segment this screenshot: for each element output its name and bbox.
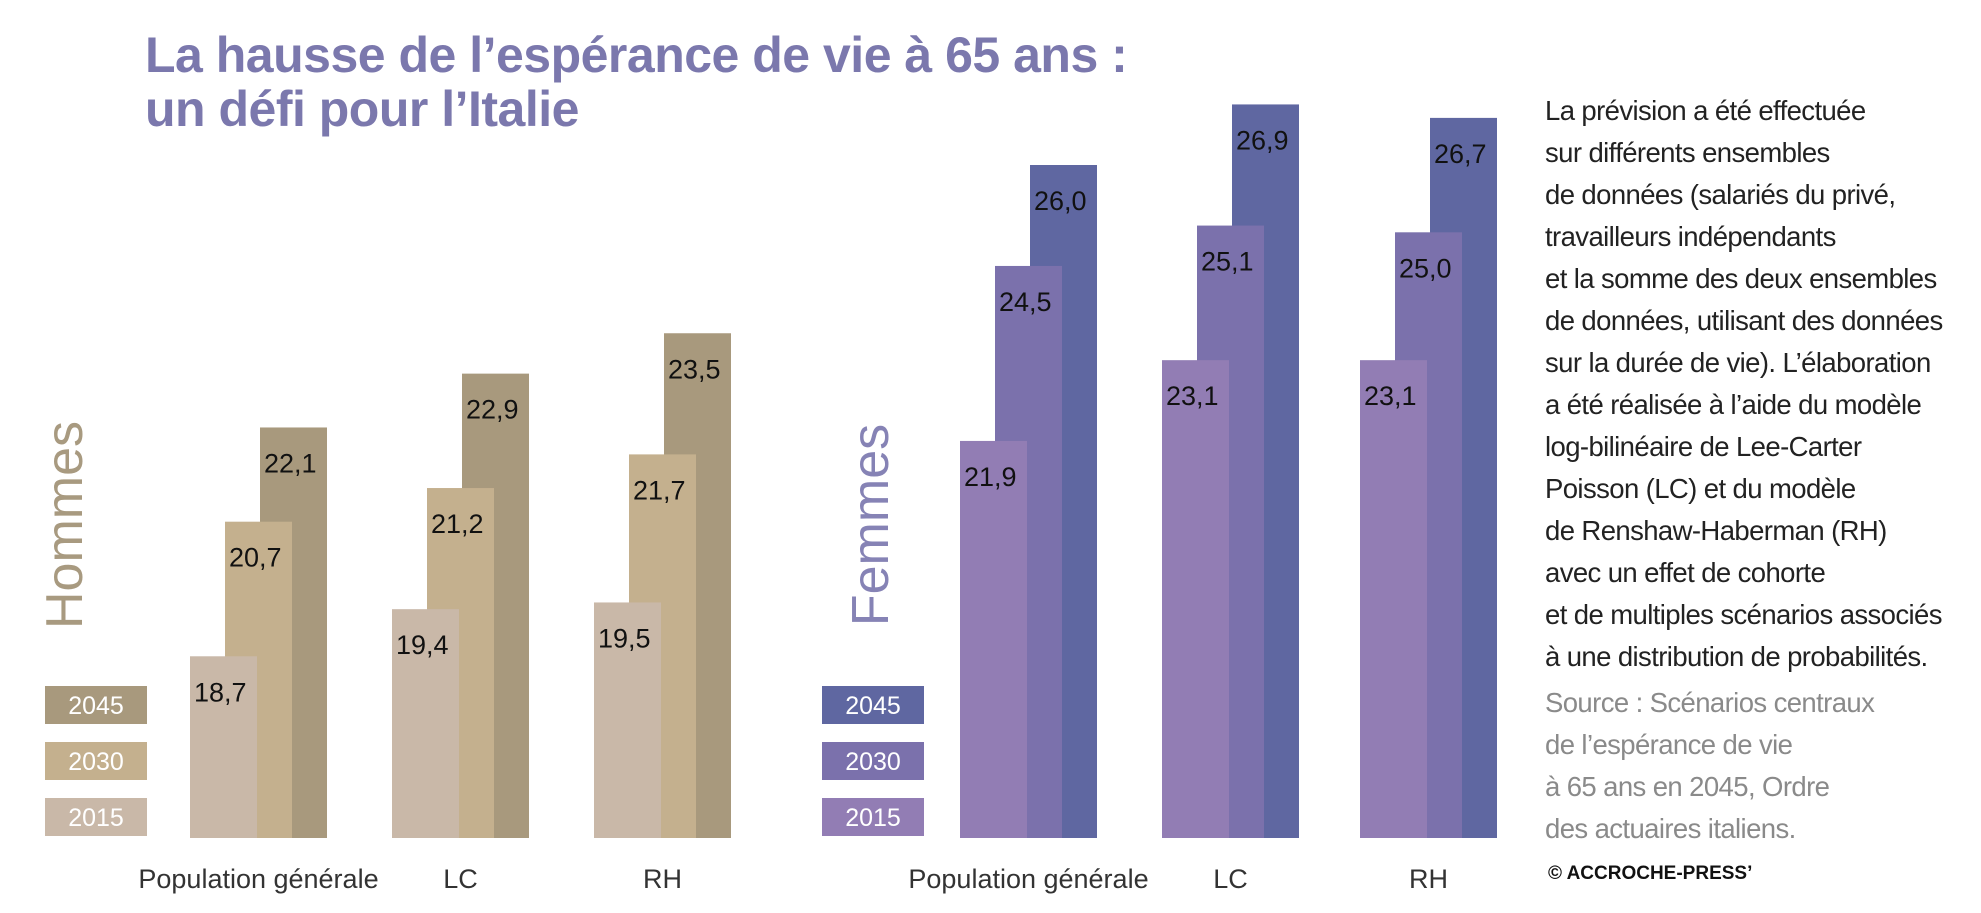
femmes-group-label: Femmes (842, 424, 900, 626)
methodology-note-line: à une distribution de probabilités. (1545, 641, 1928, 672)
chart-title-line-1: La hausse de l’espérance de vie à 65 ans… (145, 27, 1128, 83)
femmes-value-label: 26,7 (1434, 139, 1487, 169)
source-note-line: à 65 ans en 2045, Ordre (1545, 771, 1830, 802)
methodology-note-line: de Renshaw-Haberman (RH) (1545, 515, 1887, 546)
hommes-legend-label-2030: 2030 (68, 748, 124, 776)
hommes-value-label: 22,1 (264, 448, 317, 478)
femmes-category-label: Population générale (908, 864, 1148, 894)
hommes-value-label: 19,5 (598, 623, 651, 653)
femmes-value-label: 21,9 (964, 462, 1017, 492)
femmes-bar-2015 (1360, 360, 1427, 838)
source-note-line: Source : Scénarios centraux (1545, 687, 1875, 718)
femmes-value-label: 25,0 (1399, 253, 1452, 283)
chart-title-line-2: un défi pour l’Italie (145, 81, 579, 137)
femmes-value-label: 26,9 (1236, 125, 1289, 155)
hommes-bar-2015 (392, 609, 459, 838)
source-note: Source : Scénarios centraux de l’espéranc… (1545, 682, 1975, 850)
femmes-value-label: 25,1 (1201, 247, 1254, 277)
hommes-value-label: 22,9 (466, 395, 519, 425)
hommes-bar-2015 (190, 656, 257, 838)
methodology-note-line: sur la durée de vie). L’élaboration (1545, 347, 1931, 378)
methodology-note-line: travailleurs indépendants (1545, 221, 1836, 252)
methodology-note-line: log-bilinéaire de Lee-Carter (1545, 431, 1862, 462)
femmes-value-label: 23,1 (1364, 381, 1417, 411)
femmes-legend-label-2030: 2030 (845, 748, 901, 776)
femmes-bar-2015 (960, 440, 1027, 838)
bar-charts: Hommes 18,7 19,4 19,5 20,7 21,2 21,7 22,1 22,9 23… (36, 104, 1497, 894)
hommes-group-label: Hommes (36, 421, 94, 629)
methodology-note-line: La prévision a été effectuée (1545, 95, 1866, 126)
methodology-note-line: a été réalisée à l’aide du modèle (1545, 389, 1922, 420)
methodology-note-line: avec un effet de cohorte (1545, 557, 1826, 588)
methodology-note-line: sur différents ensembles (1545, 137, 1830, 168)
methodology-note-line: de données (salariés du privé, (1545, 179, 1896, 210)
femmes-legend-swatch-2030 (822, 742, 924, 780)
hommes-bar-2015 (594, 602, 661, 838)
hommes-value-label: 23,5 (668, 354, 721, 384)
methodology-note-line: de données, utilisant des données (1545, 305, 1943, 336)
chart-title: La hausse de l’espérance de vie à 65 ans… (145, 27, 1128, 137)
femmes-bar-2015 (1162, 360, 1229, 838)
femmes-category-label: LC (1213, 864, 1248, 894)
hommes-legend-swatch-2030 (45, 742, 147, 780)
femmes-legend-swatch-2015 (822, 798, 924, 836)
hommes-category-label: RH (643, 864, 682, 894)
source-note-line: de l’espérance de vie (1545, 729, 1793, 760)
femmes-category-label: RH (1409, 864, 1448, 894)
femmes-value-label: 26,0 (1034, 186, 1087, 216)
hommes-category-label: Population générale (138, 864, 378, 894)
hommes-value-label: 21,2 (431, 509, 484, 539)
methodology-note-line: et la somme des deux ensembles (1545, 263, 1937, 294)
hommes-value-label: 21,7 (633, 475, 686, 505)
source-note-line: des actuaires italiens. (1545, 813, 1796, 844)
femmes-value-label: 23,1 (1166, 381, 1219, 411)
femmes-legend-label-2015: 2015 (845, 804, 901, 832)
hommes-legend-label-2015: 2015 (68, 804, 124, 832)
hommes-legend-swatch-2045 (45, 686, 147, 724)
hommes-value-label: 18,7 (194, 677, 247, 707)
hommes-legend-label-2045: 2045 (68, 692, 124, 720)
hommes-legend-swatch-2015 (45, 798, 147, 836)
methodology-note-line: Poisson (LC) et du modèle (1545, 473, 1856, 504)
methodology-note-line: et de multiples scénarios associés (1545, 599, 1942, 630)
methodology-note: La prévision a été effectuée sur différen… (1545, 90, 1975, 678)
hommes-category-label: LC (443, 864, 478, 894)
hommes-value-label: 19,4 (396, 630, 449, 660)
femmes-legend-label-2045: 2045 (845, 692, 901, 720)
credit-line: © ACCROCHE-PRESS’ (1548, 863, 1753, 884)
hommes-value-label: 20,7 (229, 543, 282, 573)
femmes-value-label: 24,5 (999, 287, 1052, 317)
femmes-legend-swatch-2045 (822, 686, 924, 724)
